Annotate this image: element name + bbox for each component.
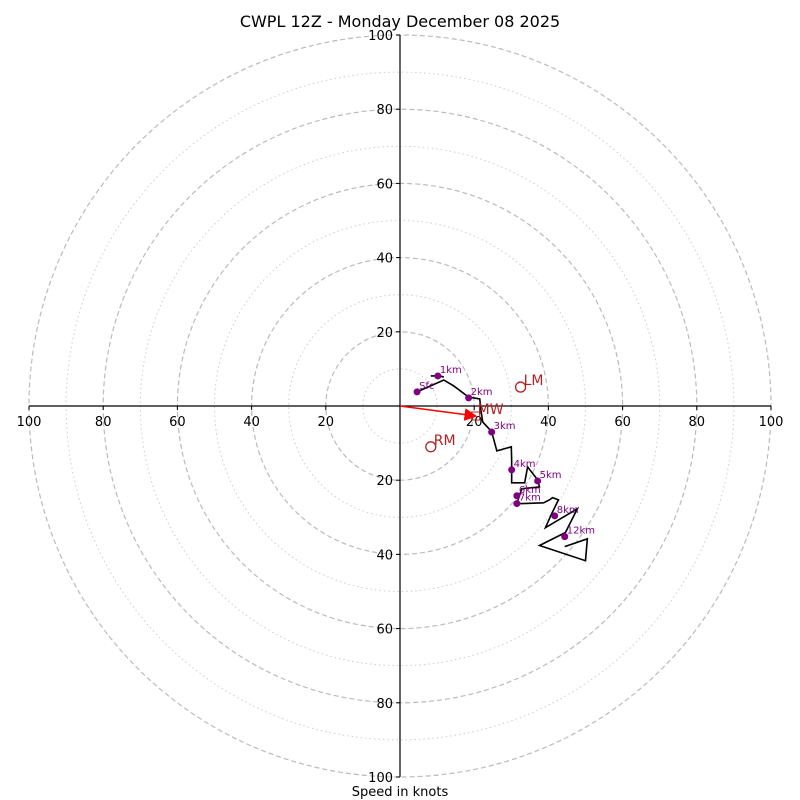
height-marker-label: Sfc	[419, 381, 434, 392]
height-marker-label: 1km	[440, 365, 462, 376]
height-marker-dot	[513, 500, 521, 508]
y-tick-label: 100	[368, 29, 393, 44]
x-tick-label: 20	[318, 415, 335, 430]
x-tick-label: 60	[614, 415, 631, 430]
x-tick-label: 100	[759, 415, 784, 430]
storm-motion-label: RM	[434, 433, 456, 449]
storm-motion-label: LM	[524, 373, 544, 389]
mean-wind-arrow	[399, 405, 478, 421]
storm-motion-marker	[425, 441, 437, 453]
y-tick-label: 60	[376, 623, 393, 638]
x-tick-label: 60	[169, 415, 186, 430]
height-marker-dot	[488, 428, 496, 436]
y-tick-label: 20	[376, 326, 393, 341]
height-marker-label: 5km	[540, 470, 562, 481]
height-marker-label: 8km	[557, 505, 579, 516]
height-marker-label: 12km	[567, 526, 595, 537]
height-marker-dot	[534, 477, 542, 485]
y-tick-label: 80	[376, 103, 393, 118]
x-axis-label: Speed in knots	[352, 785, 449, 800]
axis-ticks: 100 80 60 40 20 20 40 60 80 100100806040202040608…	[17, 29, 784, 786]
height-marker-label: 7km	[519, 493, 541, 504]
height-marker-dot	[561, 533, 569, 541]
y-tick-label: 80	[376, 697, 393, 712]
x-tick-label: 40	[243, 415, 260, 430]
mean-wind-marker	[471, 411, 481, 421]
height-marker-label: 4km	[514, 459, 536, 470]
x-tick-label: 80	[689, 415, 706, 430]
x-tick-label: 80	[95, 415, 112, 430]
y-tick-label: 40	[376, 548, 393, 563]
height-marker-dot	[508, 466, 516, 474]
height-marker-dot	[551, 512, 559, 520]
x-tick-label: 100	[17, 415, 42, 430]
height-marker-label: 6km	[519, 485, 541, 496]
height-marker-dot	[513, 492, 521, 500]
y-tick-label: 100	[368, 771, 393, 786]
y-tick-label: 40	[376, 252, 393, 267]
chart-title: CWPL 12Z - Monday December 08 2025	[240, 12, 560, 31]
storm-motions: MW LM RM	[399, 373, 544, 453]
y-tick-label: 60	[376, 177, 393, 192]
x-tick-label: 40	[540, 415, 557, 430]
mean-wind-label: MW	[478, 402, 504, 418]
y-tick-label: 20	[376, 474, 393, 489]
height-marker-dot	[434, 372, 442, 380]
height-marker-dot	[413, 388, 421, 396]
height-marker-dot	[465, 394, 473, 402]
storm-motion-marker	[514, 381, 527, 393]
height-marker-label: 2km	[471, 387, 493, 398]
height-marker-label: 3km	[494, 421, 516, 432]
hodograph-line	[416, 379, 589, 562]
